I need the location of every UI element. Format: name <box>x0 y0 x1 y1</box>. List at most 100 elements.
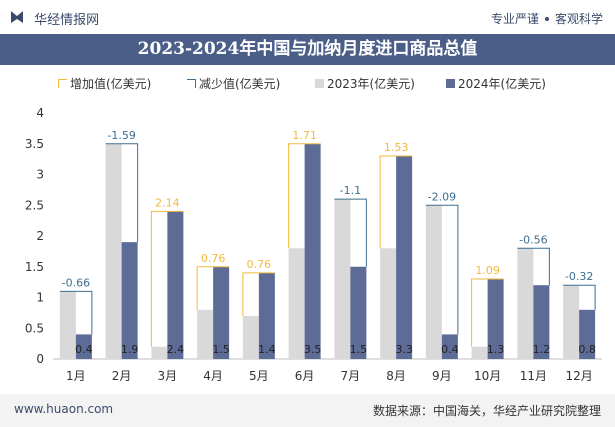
decrease-bracket <box>517 247 550 286</box>
x-tick-label: 11月 <box>520 369 547 383</box>
legend-increase-label: 增加值(亿美元) <box>70 77 152 91</box>
x-tick-label: 12月 <box>565 369 592 383</box>
change-label: -2.09 <box>428 190 456 203</box>
top-bar: 华经情报网 专业严谨 客观科学 <box>0 0 615 34</box>
bar-value-label: 0.8 <box>578 343 596 356</box>
legend-2024-swatch <box>446 79 455 88</box>
increase-bracket <box>288 143 321 249</box>
legend-2024-label: 2024年(亿美元) <box>458 77 546 91</box>
bar-2024 <box>441 334 458 359</box>
change-label: 1.53 <box>384 141 409 154</box>
x-tick-label: 2月 <box>112 369 132 383</box>
bar-2024 <box>487 279 504 359</box>
bar-2023 <box>380 248 397 359</box>
bar-value-label: 3.3 <box>395 343 413 356</box>
separator-dot-icon <box>544 16 549 21</box>
bar-value-label: 3.5 <box>304 343 322 356</box>
legend-increase-swatch <box>58 79 67 88</box>
decrease-bracket <box>59 290 93 335</box>
bar-2023 <box>563 285 580 359</box>
bar-2023 <box>105 143 122 359</box>
bar-2024 <box>533 285 550 359</box>
chart-title: 2023-2024年中国与加纳月度进口商品总值 <box>0 34 615 65</box>
x-tick-label: 1月 <box>66 369 86 383</box>
footer-url: www.huaon.com <box>14 402 114 416</box>
legend-decrease-label: 减少值(亿美元) <box>199 77 281 91</box>
y-tick-label: 0.5 <box>25 321 44 335</box>
change-label: 1.71 <box>292 129 317 142</box>
increase-bracket <box>196 266 230 310</box>
y-tick-label: 1 <box>36 291 44 305</box>
slogan-right: 客观科学 <box>554 12 603 26</box>
legend-2023: 2023年(亿美元) <box>315 75 415 92</box>
bar-value-label: 1.5 <box>212 343 230 356</box>
y-tick-label: 2.5 <box>25 198 44 212</box>
bar-2024 <box>75 334 92 359</box>
bar-2023 <box>242 315 259 359</box>
chart-legend: 增加值(亿美元) 减少值(亿美元) 2023年(亿美元) 2024年(亿美元) <box>0 73 615 93</box>
y-tick-label: 2 <box>36 229 44 243</box>
change-label: -0.66 <box>62 276 90 289</box>
y-tick-label: 1.5 <box>25 260 44 274</box>
legend-2023-swatch <box>315 79 324 88</box>
bar-value-label: 0.4 <box>441 343 459 356</box>
x-tick-label: 3月 <box>158 369 178 383</box>
x-tick-label: 9月 <box>432 369 452 383</box>
bar-2024 <box>350 266 367 359</box>
change-label: 1.09 <box>475 264 500 277</box>
change-label: -1.59 <box>107 129 135 142</box>
bar-2023 <box>197 309 214 359</box>
x-tick-label: 8月 <box>386 369 406 383</box>
bar-value-label: 1.5 <box>350 343 368 356</box>
legend-increase: 增加值(亿美元) <box>58 75 151 92</box>
bar-2024 <box>396 156 413 359</box>
bar-2024 <box>258 272 275 359</box>
slogan-left: 专业严谨 <box>490 12 539 26</box>
x-tick-label: 10月 <box>474 369 501 383</box>
bar-2023 <box>151 346 168 359</box>
change-label: -0.56 <box>519 233 547 246</box>
brand: 华经情报网 <box>10 9 99 28</box>
bar-2024 <box>167 211 184 359</box>
decrease-bracket <box>105 143 139 243</box>
bar-2024 <box>213 266 230 359</box>
y-tick-label: 3.5 <box>25 137 44 151</box>
bar-value-label: 1.3 <box>487 343 505 356</box>
change-label: 0.76 <box>247 258 272 271</box>
x-tick-label: 4月 <box>203 369 223 383</box>
decrease-bracket <box>563 284 596 310</box>
legend-decrease: 减少值(亿美元) <box>187 75 280 92</box>
increase-bracket <box>471 278 504 347</box>
increase-bracket <box>379 155 413 249</box>
bar-value-label: 0.4 <box>75 343 93 356</box>
bar-value-label: 1.4 <box>258 343 276 356</box>
increase-bracket <box>242 272 275 316</box>
bar-2024 <box>304 143 321 359</box>
bar-2023 <box>471 346 488 359</box>
bar-2023 <box>288 248 305 359</box>
bar-value-label: 1.2 <box>533 343 551 356</box>
bar-value-label: 2.4 <box>167 343 185 356</box>
bar-2024 <box>121 242 138 359</box>
x-tick-label: 7月 <box>341 369 361 383</box>
footer-source: 数据来源：中国海关，华经产业研究院整理 <box>372 404 601 418</box>
decrease-bracket <box>425 204 459 335</box>
bar-2024 <box>579 309 596 359</box>
bar-value-label: 1.9 <box>121 343 139 356</box>
y-tick-label: 0 <box>36 352 44 366</box>
x-tick-label: 5月 <box>249 369 269 383</box>
bar-2023 <box>425 205 442 359</box>
brand-name: 华经情报网 <box>34 13 100 28</box>
legend-decrease-swatch <box>187 79 196 88</box>
bar-2023 <box>334 199 351 359</box>
y-tick-label: 3 <box>36 168 44 182</box>
x-tick-label: 6月 <box>295 369 315 383</box>
bar-2023 <box>59 291 76 359</box>
slogan: 专业严谨 客观科学 <box>491 10 603 27</box>
bar-2023 <box>517 248 534 359</box>
change-label: 2.14 <box>155 196 180 209</box>
brand-logo-icon <box>10 10 24 28</box>
footer: www.huaon.com 数据来源：中国海关，华经产业研究院整理 <box>0 394 615 427</box>
change-label: 0.76 <box>201 252 226 265</box>
